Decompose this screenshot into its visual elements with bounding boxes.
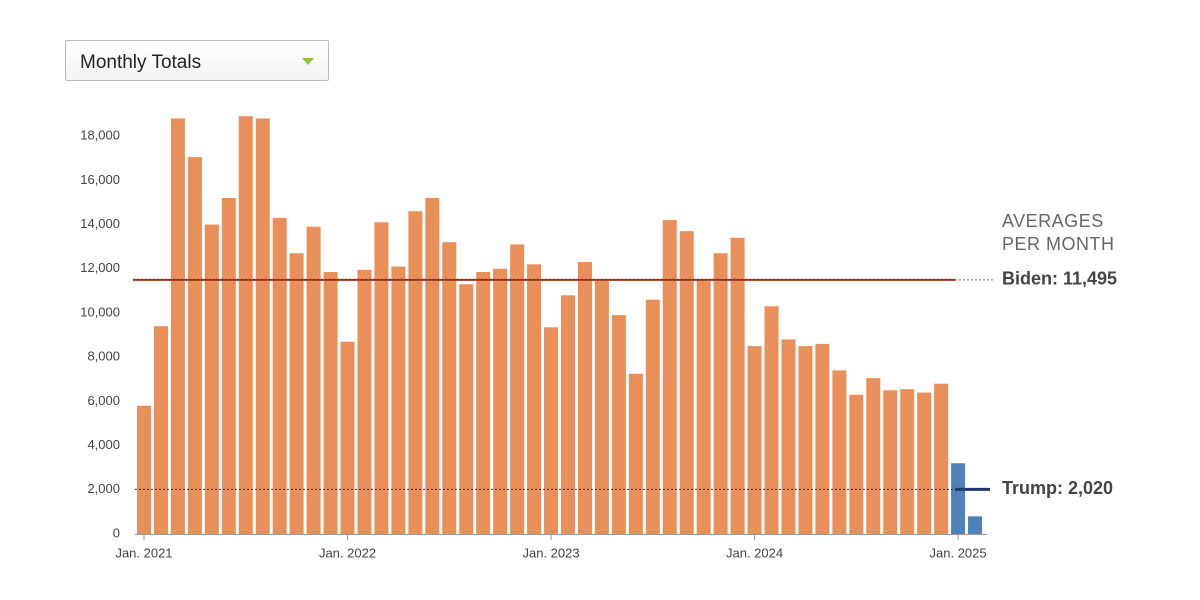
bar	[357, 269, 372, 534]
bar	[238, 116, 253, 535]
x-tick-label: Jan. 2023	[522, 545, 579, 560]
bar	[510, 244, 525, 534]
bar	[883, 390, 898, 534]
bar	[221, 198, 236, 534]
bar	[255, 118, 270, 534]
bar	[628, 373, 643, 534]
bar	[170, 118, 185, 534]
bar	[594, 280, 609, 534]
bar	[662, 220, 677, 534]
bar	[781, 339, 796, 534]
average-label: Trump: 2,020	[1002, 478, 1113, 498]
bar	[866, 378, 881, 534]
bar	[798, 346, 813, 534]
bar	[645, 299, 660, 534]
dropdown[interactable]: Monthly Totals	[65, 40, 329, 81]
bar	[306, 226, 321, 534]
bar	[137, 405, 151, 534]
bar	[425, 198, 440, 534]
average-label: Biden: 11,495	[1002, 269, 1117, 289]
bar	[832, 370, 847, 534]
bar	[747, 346, 762, 534]
y-tick-label: 8,000	[87, 349, 120, 364]
bar	[323, 272, 338, 534]
y-tick-label: 12,000	[80, 260, 120, 275]
bar	[493, 268, 508, 534]
y-tick-label: 18,000	[80, 128, 120, 143]
bar	[968, 516, 983, 534]
bar	[204, 224, 219, 535]
bar	[272, 217, 287, 535]
y-tick-label: 14,000	[80, 216, 120, 231]
bar	[459, 284, 474, 534]
bar	[679, 231, 694, 534]
dropdown-label: Monthly Totals	[80, 52, 202, 73]
bar	[917, 392, 932, 534]
x-tick-label: Jan. 2021	[115, 545, 172, 560]
x-tick-label: Jan. 2024	[726, 545, 783, 560]
dropdown-arrow	[302, 58, 314, 65]
bar	[577, 262, 592, 534]
y-tick-label: 16,000	[80, 172, 120, 187]
y-tick-label: 6,000	[87, 393, 120, 408]
bar	[442, 242, 457, 535]
bar	[934, 383, 949, 534]
y-tick-label: 10,000	[80, 304, 120, 319]
bar	[900, 389, 915, 534]
bar	[611, 315, 626, 534]
bar	[289, 253, 304, 534]
x-tick-label: Jan. 2025	[930, 545, 987, 560]
x-tick-label: Jan. 2022	[319, 545, 376, 560]
bar	[696, 280, 711, 534]
bar	[951, 463, 966, 534]
bar	[561, 295, 575, 534]
y-tick-label: 0	[113, 525, 120, 540]
bar	[764, 306, 779, 534]
bar	[153, 326, 168, 534]
bar	[408, 211, 423, 534]
bar	[391, 266, 406, 534]
y-tick-label: 4,000	[87, 437, 120, 452]
bar	[713, 253, 728, 534]
bar	[544, 327, 559, 534]
bar	[849, 394, 864, 534]
averages-title: AVERAGES PER MONTH	[1002, 211, 1115, 254]
y-tick-label: 2,000	[87, 481, 120, 496]
bar	[527, 264, 542, 534]
bar	[815, 343, 830, 534]
bar	[730, 237, 745, 534]
bar	[374, 222, 389, 534]
bar	[476, 272, 491, 534]
bar	[340, 341, 355, 534]
bar	[187, 157, 202, 534]
